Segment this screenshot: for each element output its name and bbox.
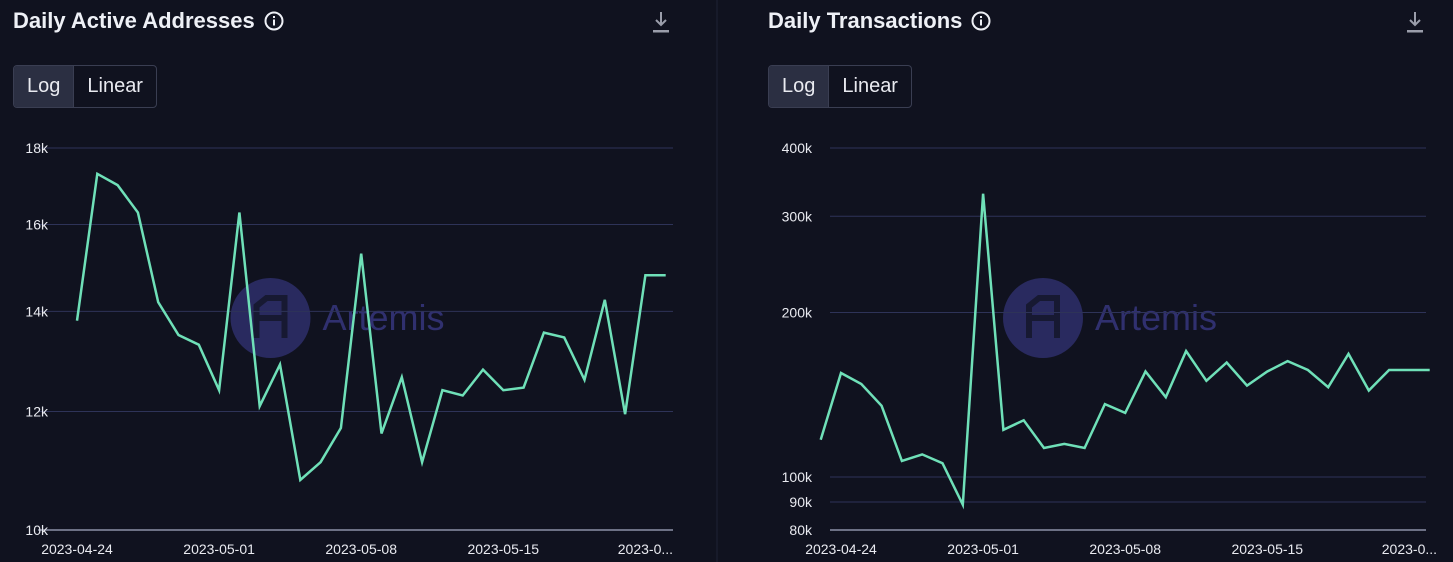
x-tick-label: 2023-05-08	[1089, 541, 1161, 557]
y-tick-label: 200k	[782, 305, 813, 321]
download-icon[interactable]	[1405, 10, 1425, 36]
x-tick-label: 2023-04-24	[805, 541, 877, 557]
y-tick-label: 16k	[25, 217, 49, 233]
x-tick-label: 2023-05-08	[325, 541, 397, 557]
watermark-text: Artemis	[323, 297, 445, 338]
watermark: Artemis	[230, 278, 445, 358]
chart-title-text: Daily Transactions	[768, 8, 963, 33]
chart-title: Daily Active Addresses	[13, 8, 284, 34]
chart-title-text: Daily Active Addresses	[13, 8, 255, 33]
log-scale-button[interactable]: Log	[769, 66, 829, 107]
x-tick-label: 2023-05-15	[1231, 541, 1303, 557]
scale-toggle: Log Linear	[768, 65, 912, 108]
x-tick-label: 2023-04-24	[41, 541, 113, 557]
chart-title: Daily Transactions	[768, 8, 991, 34]
y-tick-label: 90k	[789, 494, 813, 510]
y-tick-label: 10k	[25, 522, 49, 538]
watermark: Artemis	[1003, 278, 1217, 358]
y-tick-label: 100k	[782, 469, 813, 485]
x-tick-label: 2023-0...	[1382, 541, 1437, 557]
scale-toggle: Log Linear	[13, 65, 157, 108]
linear-scale-button[interactable]: Linear	[828, 66, 911, 107]
x-tick-label: 2023-05-01	[183, 541, 255, 557]
y-tick-label: 18k	[25, 140, 49, 156]
y-tick-label: 14k	[25, 303, 49, 319]
y-tick-label: 400k	[782, 140, 813, 156]
log-scale-button[interactable]: Log	[14, 66, 74, 107]
x-tick-label: 2023-05-01	[947, 541, 1019, 557]
download-icon[interactable]	[651, 10, 671, 36]
panel-divider	[716, 0, 718, 562]
linear-scale-button[interactable]: Linear	[73, 66, 156, 107]
x-tick-label: 2023-0...	[618, 541, 673, 557]
chart-panel-daily-transactions: Daily Transactions Log Linear Artemis 80k…	[738, 0, 1453, 562]
y-tick-label: 12k	[25, 404, 49, 420]
chart-plot-area[interactable]: Artemis 10k 12k 14k 16k 18k 2023-04-24 2023-05-…	[0, 0, 716, 562]
series-line	[819, 193, 1430, 510]
info-circle-icon[interactable]	[264, 11, 284, 31]
series-line	[75, 171, 666, 483]
watermark-text: Artemis	[1095, 297, 1217, 338]
info-circle-icon[interactable]	[971, 11, 991, 31]
y-tick-label: 300k	[782, 208, 813, 224]
chart-plot-area[interactable]: Artemis 80k 90k 100k 200k 300k 400k 2023-04-24 2…	[738, 0, 1453, 562]
x-tick-label: 2023-05-15	[467, 541, 539, 557]
y-tick-label: 80k	[789, 522, 813, 538]
chart-panel-daily-active-addresses: Daily Active Addresses Log Linear Artemi…	[0, 0, 716, 562]
